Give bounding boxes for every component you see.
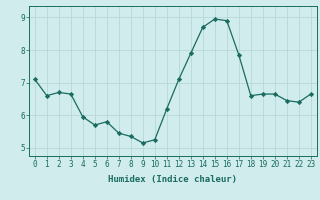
X-axis label: Humidex (Indice chaleur): Humidex (Indice chaleur) xyxy=(108,175,237,184)
